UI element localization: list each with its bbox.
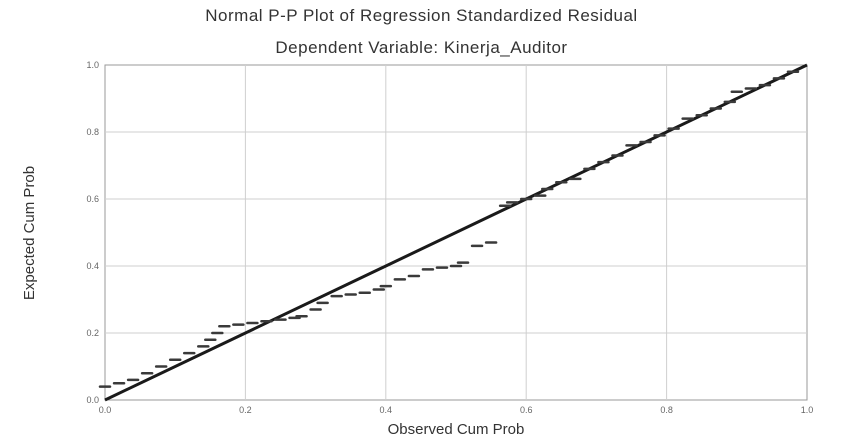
chart-subtitle: Dependent Variable: Kinerja_Auditor bbox=[275, 38, 568, 57]
y-tick-label: 0.4 bbox=[86, 261, 99, 271]
chart-title: Normal P-P Plot of Regression Standardiz… bbox=[205, 6, 638, 25]
x-tick-label: 0.4 bbox=[380, 405, 393, 415]
x-tick-label: 0.8 bbox=[660, 405, 673, 415]
data-points bbox=[98, 70, 800, 388]
y-tick-label: 0.0 bbox=[86, 395, 99, 405]
y-tick-label: 0.8 bbox=[86, 127, 99, 137]
y-axis-label: Expected Cum Prob bbox=[21, 166, 38, 300]
x-tick-label: 0.6 bbox=[520, 405, 533, 415]
y-tick-label: 1.0 bbox=[86, 60, 99, 70]
reference-line-group bbox=[104, 63, 808, 402]
x-tick-label: 1.0 bbox=[801, 405, 814, 415]
reference-line bbox=[104, 63, 808, 402]
x-tick-labels: 0.0 0.2 0.4 0.6 0.8 1.0 bbox=[99, 405, 814, 415]
x-tick-label: 0.2 bbox=[239, 405, 252, 415]
y-tick-label: 0.2 bbox=[86, 328, 99, 338]
y-tick-labels: 0.0 0.2 0.4 0.6 0.8 1.0 bbox=[86, 60, 99, 405]
x-axis-label: Observed Cum Prob bbox=[388, 421, 525, 438]
x-tick-label: 0.0 bbox=[99, 405, 112, 415]
y-tick-label: 0.6 bbox=[86, 194, 99, 204]
